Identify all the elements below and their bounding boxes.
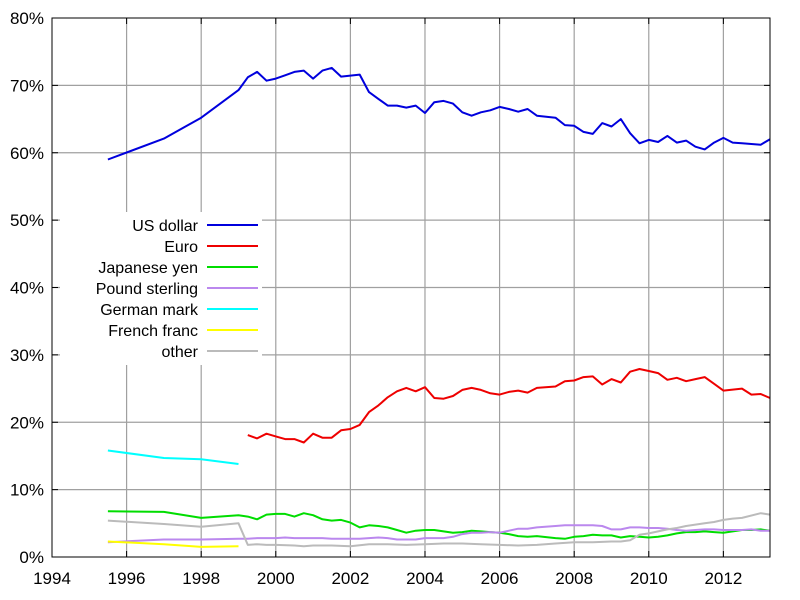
y-tick-label: 10% [10,481,44,500]
x-tick-label: 1994 [33,569,71,588]
x-tick-label: 2008 [555,569,593,588]
legend: US dollar Euro Japanese yen Pound sterling G… [96,218,258,361]
y-tick-label: 0% [19,548,44,567]
series-line-other [107,512,771,548]
legend-label-french-franc: French franc [108,323,198,340]
y-tick-label: 30% [10,346,44,365]
y-tick-label: 70% [10,76,44,95]
y-tick-label: 80% [10,9,44,28]
legend-label-pound-sterling: Pound sterling [96,281,198,298]
series-layer [107,66,771,548]
x-tick-label: 2002 [331,569,369,588]
legend-label-euro: Euro [164,239,198,256]
x-tick-label: 2012 [704,569,742,588]
series-line-us-dollar [107,66,771,161]
axes: 1994 1996 1998 2000 2002 2004 2006 2008 2010 2012… [10,9,770,588]
x-tick-label: 2006 [481,569,519,588]
x-tick-label: 2010 [630,569,668,588]
y-tick-label: 20% [10,413,44,432]
y-tick-label: 50% [10,211,44,230]
legend-label-german-mark: German mark [100,302,199,319]
series-line-french-franc [107,540,239,548]
y-tick-label: 60% [10,144,44,163]
legend-label-japanese-yen: Japanese yen [98,260,198,277]
legend-label-other: other [162,344,199,361]
legend-label-us-dollar: US dollar [132,218,198,235]
series-line-japanese-yen [107,510,771,540]
x-tick-label: 1996 [108,569,146,588]
y-tick-label: 40% [10,279,44,298]
x-tick-label: 2000 [257,569,295,588]
x-tick-label: 2004 [406,569,444,588]
x-tick-label: 1998 [182,569,220,588]
series-line-german-mark [107,449,239,465]
series-line-euro [247,368,771,444]
